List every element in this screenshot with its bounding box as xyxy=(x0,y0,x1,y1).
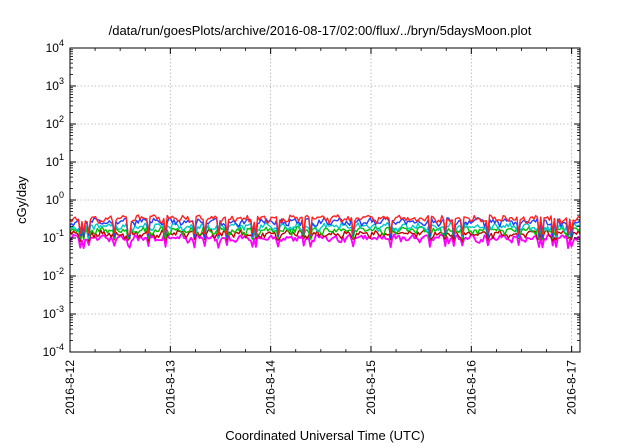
series-group xyxy=(69,214,581,250)
x-tick-label: 2016-8-15 xyxy=(364,360,378,415)
y-tick-label: 103 xyxy=(46,76,64,93)
plot-frame xyxy=(69,47,581,353)
y-axis-label: cGy/day xyxy=(14,176,29,224)
x-tick-label: 2016-8-17 xyxy=(565,360,579,415)
series-line xyxy=(69,214,581,236)
x-tick-label: 2016-8-14 xyxy=(264,360,278,415)
x-tick-label: 2016-8-16 xyxy=(464,360,478,415)
x-axis-label: Coordinated Universal Time (UTC) xyxy=(225,428,424,443)
ticks: 10-4 10-3 10-2 10-1 100 101 102 103 104 2016-8-12… xyxy=(43,38,580,415)
x-tick-label: 2016-8-13 xyxy=(163,360,177,415)
y-tick-label: 104 xyxy=(46,38,64,55)
y-tick-label: 10-2 xyxy=(43,266,64,283)
chart-title: /data/run/goesPlots/archive/2016-08-17/0… xyxy=(109,23,532,38)
y-tick-label: 10-1 xyxy=(43,228,64,245)
y-tick-label: 100 xyxy=(46,190,64,207)
grid xyxy=(69,48,580,352)
y-tick-label: 10-3 xyxy=(43,304,64,321)
series-line xyxy=(69,229,581,243)
x-tick-label: 2016-8-12 xyxy=(63,360,77,415)
y-tick-label: 101 xyxy=(46,152,64,169)
series-line xyxy=(69,225,581,241)
y-tick-label: 102 xyxy=(46,114,64,131)
y-tick-label: 10-4 xyxy=(43,342,64,359)
